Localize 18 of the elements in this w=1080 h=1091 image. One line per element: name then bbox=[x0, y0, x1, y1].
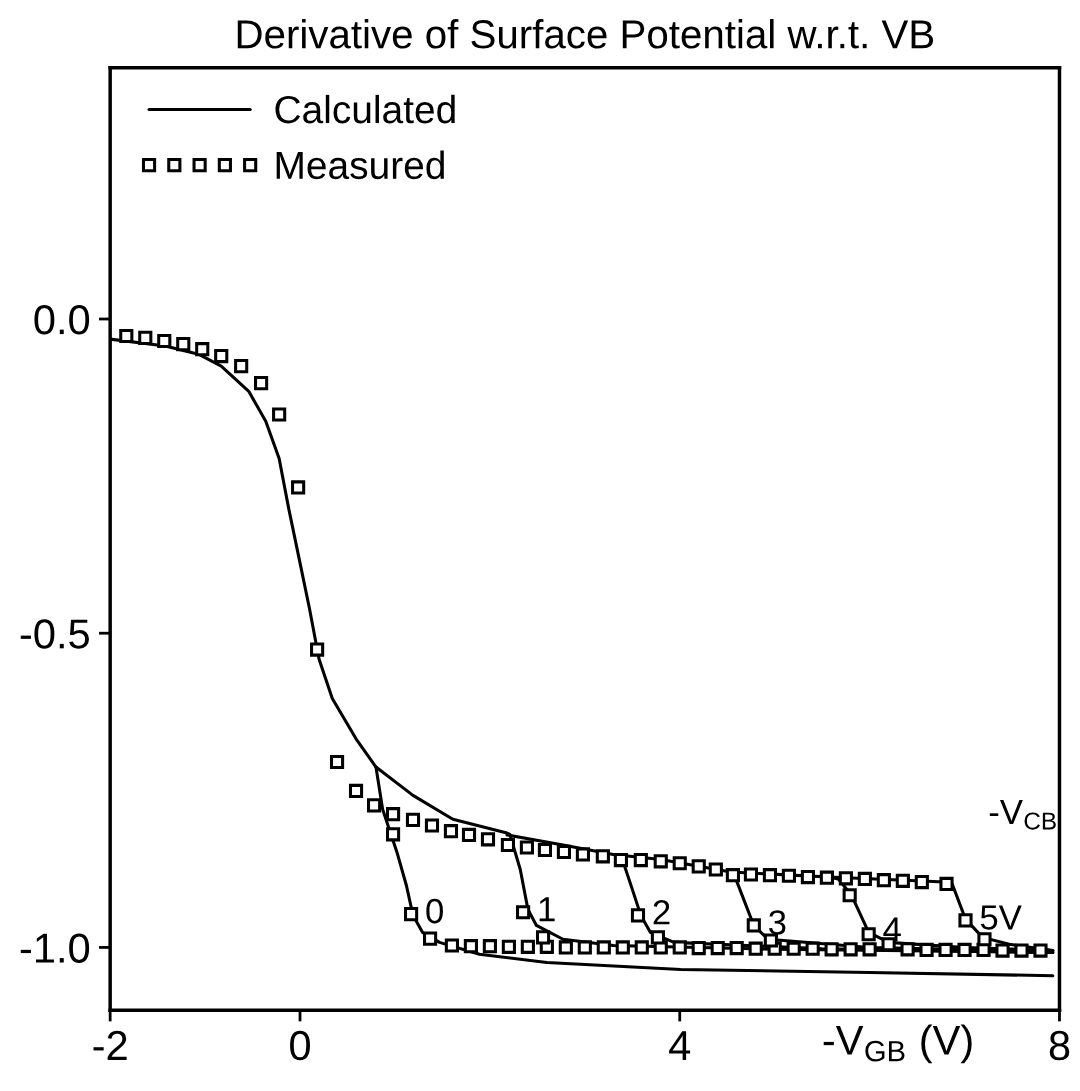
annotation: 3 bbox=[769, 910, 786, 935]
x-tick-label: 0 bbox=[290, 1030, 310, 1061]
annotation: 2 bbox=[653, 900, 670, 925]
annotation: 4 bbox=[883, 917, 901, 942]
annotation: 0 bbox=[426, 898, 443, 924]
annotation: -V$_{CB}$ bbox=[989, 800, 1056, 830]
legend-label: Calculated bbox=[275, 94, 455, 124]
annotation: 5V bbox=[980, 905, 1022, 930]
annotation: 1 bbox=[539, 897, 555, 922]
x-axis-title: -V$_{GB}$ (V) bbox=[823, 1024, 972, 1064]
x-tick-label: 8 bbox=[1049, 1030, 1070, 1061]
y-tick-label: -0.5 bbox=[20, 619, 89, 649]
y-tick-label: -1.0 bbox=[20, 933, 90, 963]
chart-title: Derivative of Surface Potential w.r.t. VB bbox=[237, 19, 934, 49]
legend-label: Measured bbox=[276, 150, 444, 180]
x-tick-label: 4 bbox=[669, 1031, 691, 1060]
y-tick-label: 0.0 bbox=[34, 305, 90, 335]
x-tick-label: -2 bbox=[93, 1030, 127, 1060]
